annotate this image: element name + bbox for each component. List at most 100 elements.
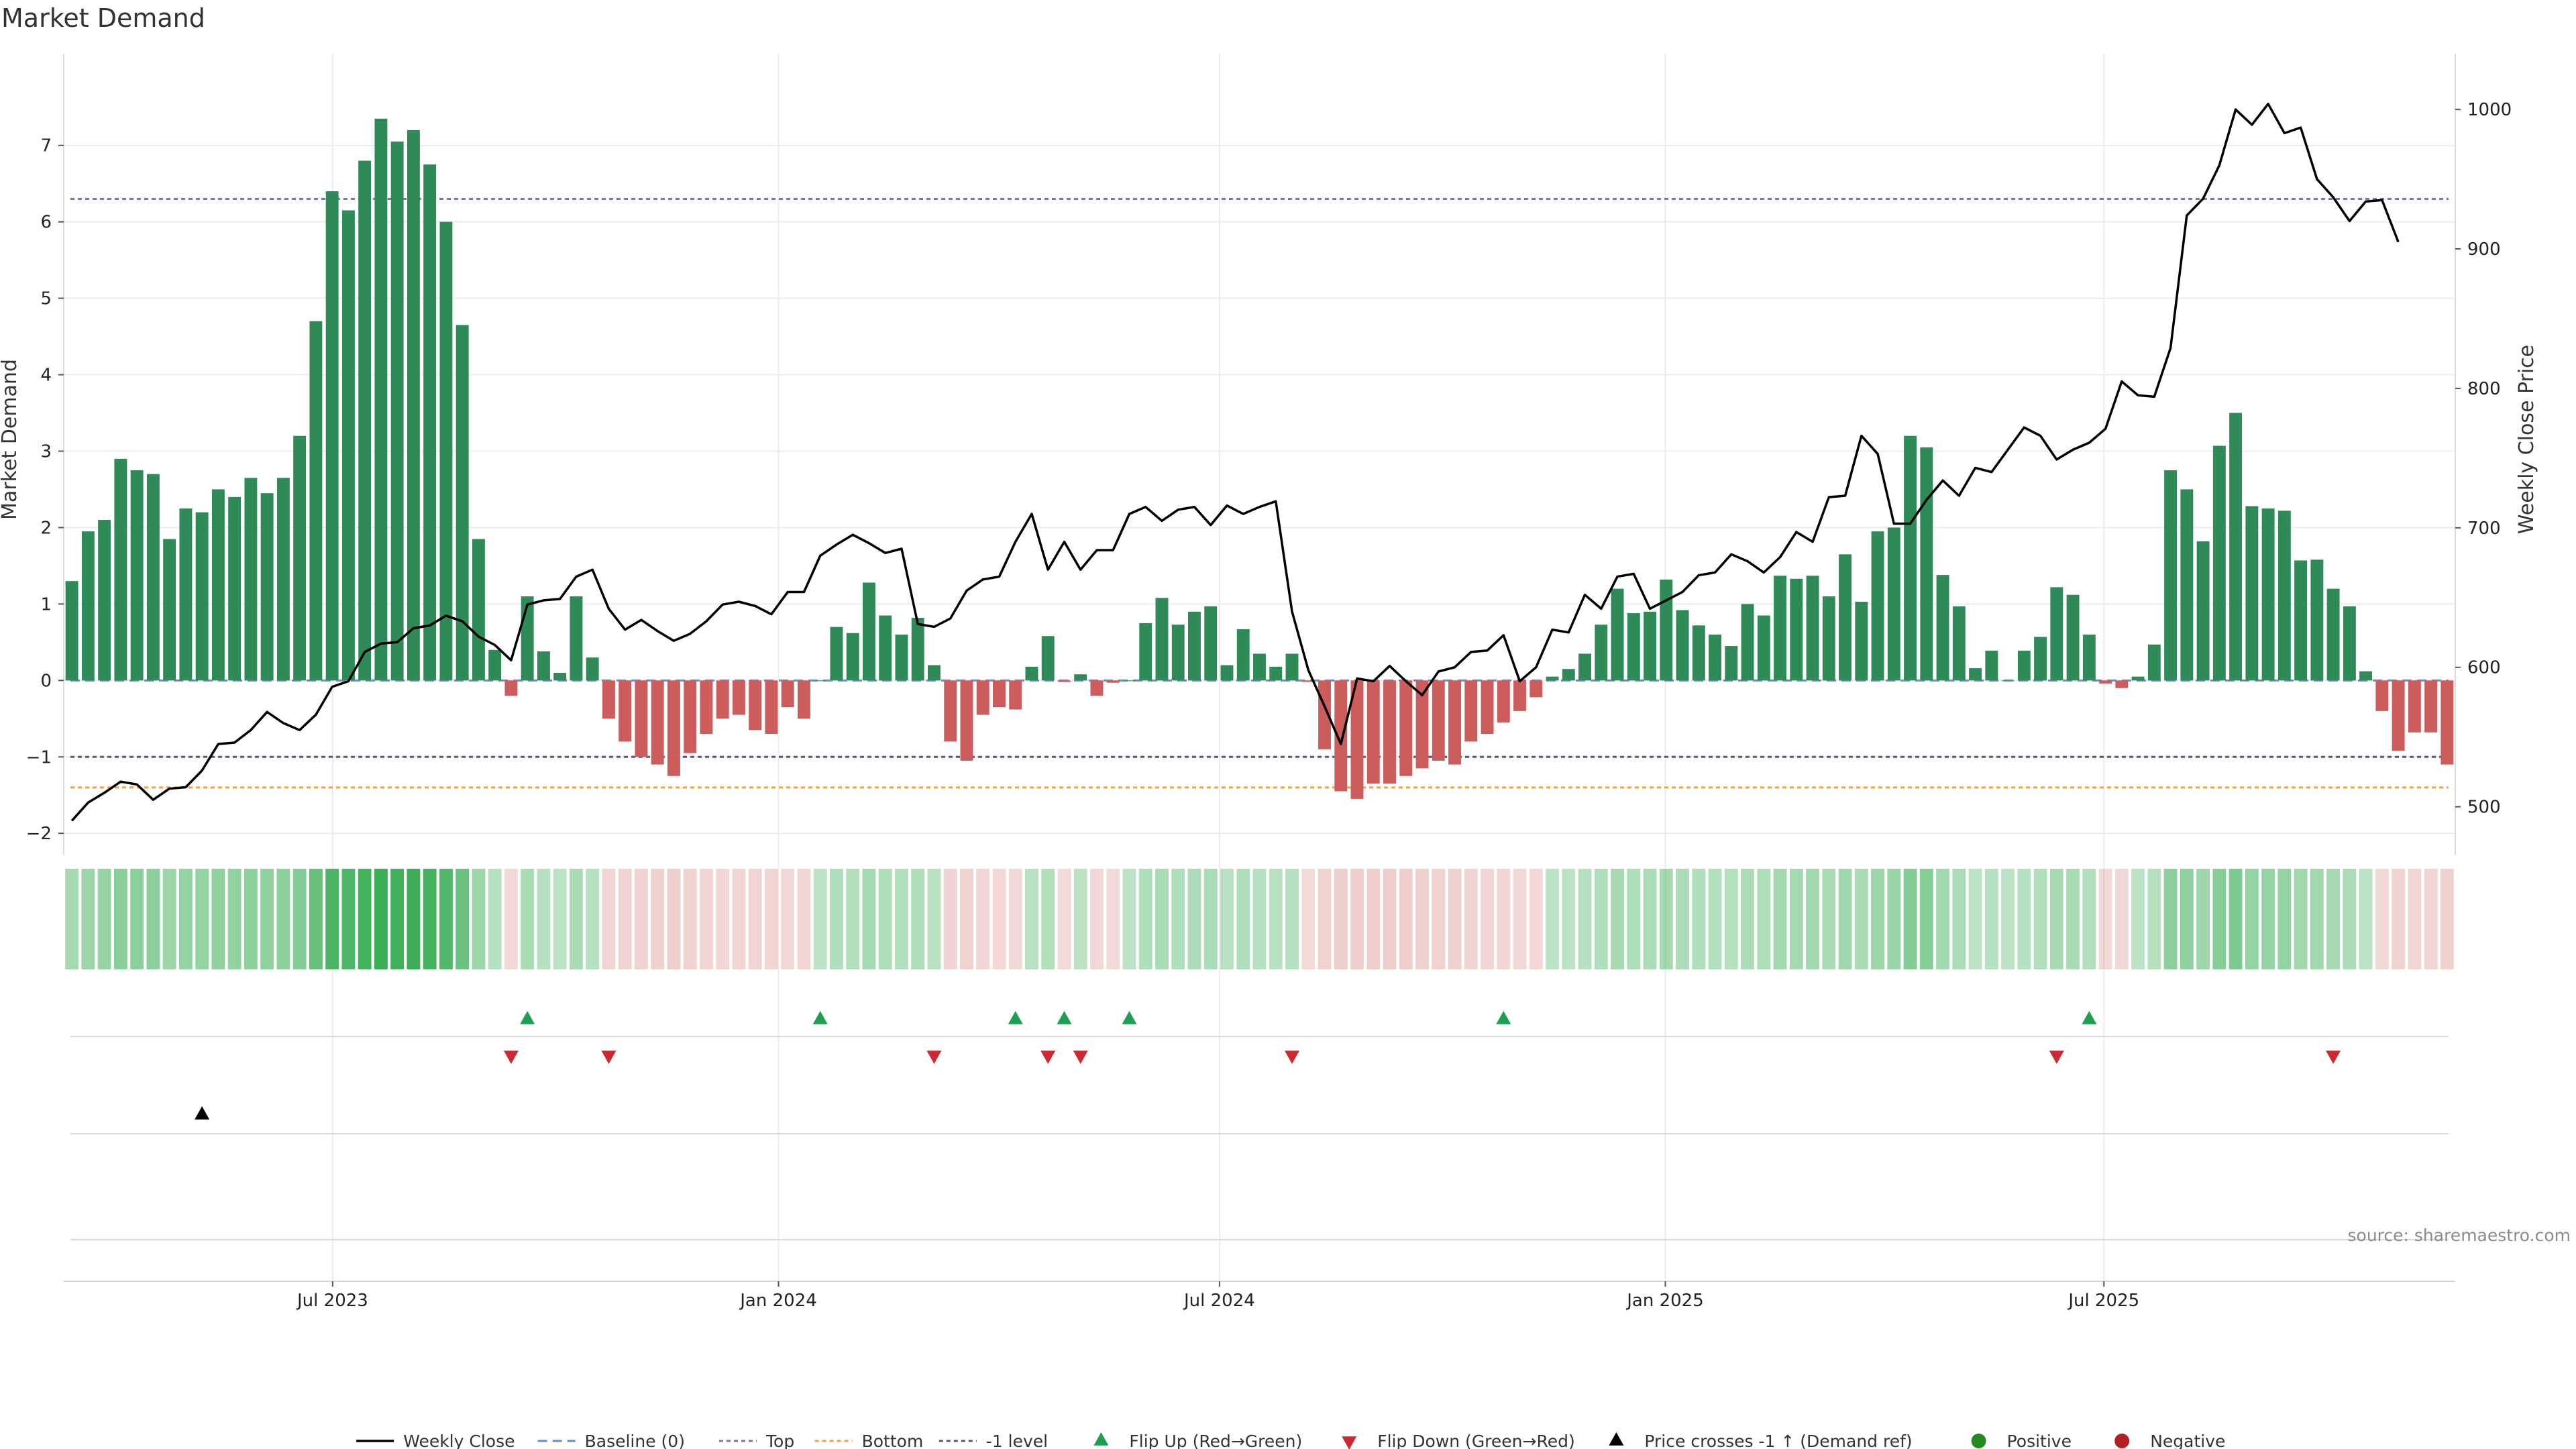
y-tick-label: −1 [26,747,52,767]
heat-cell [716,869,730,969]
heat-cell [1106,869,1120,969]
legend-label: Price crosses -1 ↑ (Demand ref) [1644,1432,1912,1449]
flip-up-marker [1496,1011,1511,1024]
flip-down-marker [1040,1051,1056,1064]
heat-cell [2082,869,2096,969]
demand-bar [1301,680,1315,682]
demand-bar [1887,527,1900,681]
heat-cell [1008,869,1022,969]
demand-bar [341,210,355,681]
demand-bar [114,458,127,681]
heat-cell [732,869,746,969]
legend: Weekly Close Baseline (0) Top Bottom -1 leve… [356,1432,2225,1449]
heat-cell [2294,869,2308,969]
heat-cell [227,869,241,969]
demand-bar [1009,680,1022,710]
heat-cell [1318,869,1332,969]
demand-bar [651,680,664,765]
heat-cell [1887,869,1901,969]
heat-cell [2001,869,2015,969]
demand-bar [1562,669,1575,681]
heat-cell [1692,869,1706,969]
demand-bar [2261,508,2275,681]
legend-item: Price crosses -1 ↑ (Demand ref) [1609,1432,1913,1449]
heat-cell [1546,869,1559,969]
legend-item: Bottom [814,1432,923,1449]
heat-cell [504,869,518,969]
demand-bar [2294,560,2308,681]
heat-cell [1643,869,1657,969]
demand-bar [960,680,973,761]
heat-cell [1073,869,1087,969]
heat-cell [781,869,795,969]
heat-cell [2163,869,2178,969]
demand-bar [1855,601,1868,681]
flip-up-marker [1057,1011,1072,1024]
heat-cell [1090,869,1104,969]
heat-cell [1464,869,1478,969]
demand-bar [1839,554,1852,681]
demand-bar [602,680,615,719]
demand-bar [358,160,372,681]
heat-cell [1025,869,1038,969]
heat-cell [521,869,535,969]
demand-bar [1366,680,1380,784]
flip-down-marker [1073,1051,1088,1064]
demand-bar [1090,680,1104,696]
heat-cell [2408,869,2422,969]
demand-bar [1952,606,1966,681]
demand-bar [1415,680,1429,769]
heat-cell [553,869,567,969]
y-tick-label: 1 [40,594,52,614]
demand-bar [1920,447,1933,681]
heat-cell [1822,869,1836,969]
y-tick-label: 0 [40,671,52,691]
heat-cell [1968,869,1982,969]
y-tick-label: 4 [40,366,52,386]
demand-bar [944,680,957,742]
heat-cell [1871,869,1885,969]
demand-bar [98,520,111,681]
demand-bar [195,512,209,681]
demand-bar [2212,445,2226,681]
demand-bar [1025,666,1038,681]
demand-bar [2424,680,2438,733]
legend-label: -1 level [986,1432,1048,1449]
demand-bar [1041,636,1055,681]
legend-item: Flip Down (Green→Red) [1342,1432,1575,1449]
demand-bar [293,435,307,681]
heat-cell [1366,869,1381,969]
demand-bar [2180,489,2194,681]
heat-cell [878,869,892,969]
flip-down-marker [601,1051,616,1064]
y2-tick-label: 700 [2467,519,2501,539]
heat-cell [1269,869,1283,969]
demand-bar [553,672,567,681]
legend-item: Weekly Close [356,1432,515,1449]
demand-bar [211,489,225,681]
heat-cell [97,869,111,969]
heat-cell [260,869,274,969]
demand-bar [488,649,502,681]
price-cross-marker [195,1106,210,1120]
heat-cell [162,869,176,969]
heat-cell [911,869,925,969]
heat-cell [2033,869,2047,969]
demand-bar [2343,606,2356,681]
legend-symbol [2114,1434,2130,1448]
heat-cell [472,869,486,969]
legend-item: Negative [2114,1432,2225,1449]
heat-cell [2392,869,2406,969]
demand-bar [2359,671,2373,681]
heat-cell [813,869,827,969]
demand-bar [1399,680,1413,776]
demand-bar [1644,611,1656,681]
heat-cell [178,869,193,969]
flip-up-marker [812,1011,828,1024]
demand-bar [163,539,176,681]
heat-cell [2196,869,2210,969]
heat-cell [1936,869,1950,969]
demand-bar [374,118,388,681]
flip-up-marker [2082,1011,2097,1024]
demand-bar [537,651,550,681]
